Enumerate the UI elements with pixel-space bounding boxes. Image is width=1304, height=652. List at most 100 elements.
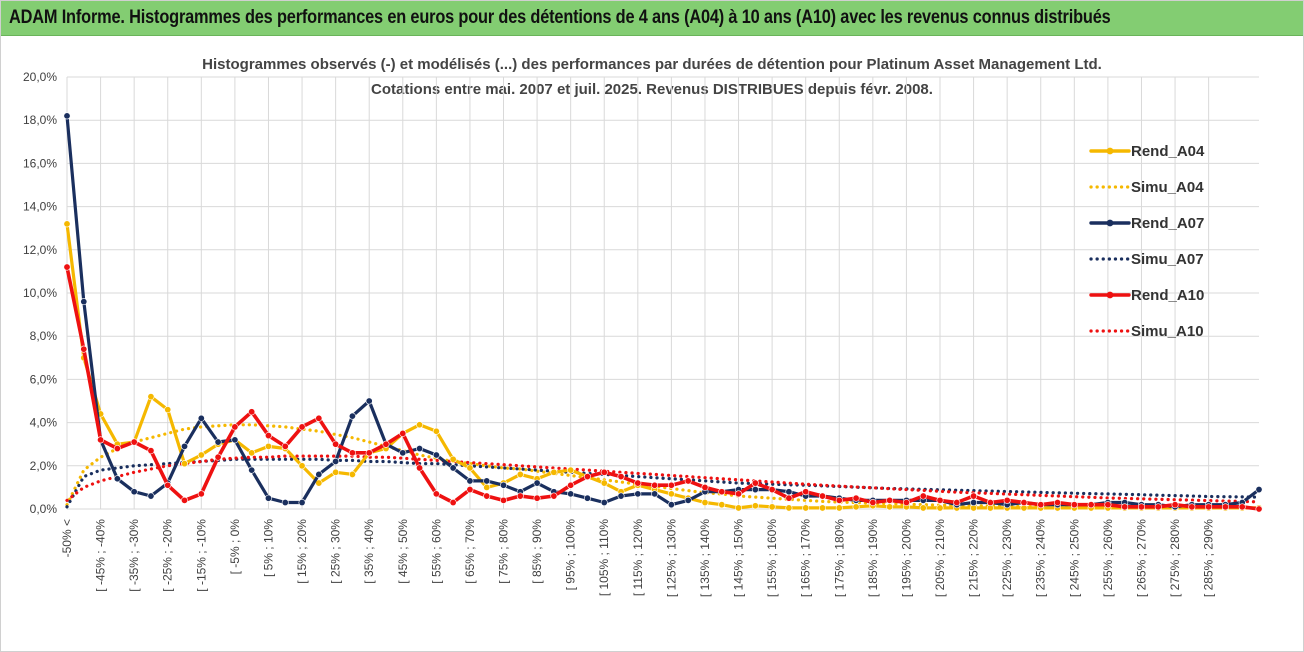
data-point-rend-a10 <box>751 479 759 487</box>
data-point-rend-a04 <box>567 466 575 474</box>
y-tick-label: 10,0% <box>23 286 57 300</box>
x-tick-label: [ 5% ; 10% <box>261 519 275 577</box>
legend-label-simu-a07: Simu_A07 <box>1131 251 1204 268</box>
y-tick-label: 8,0% <box>30 329 58 343</box>
data-point-rend-a10 <box>315 414 323 422</box>
y-tick-label: 2,0% <box>30 459 58 473</box>
data-point-rend-a10 <box>802 488 810 496</box>
data-point-rend-a07 <box>600 499 608 507</box>
x-tick-label: [ 45% ; 50% <box>396 519 410 584</box>
data-point-rend-a10 <box>500 496 508 504</box>
data-point-rend-a04 <box>63 220 71 228</box>
x-tick-label: [ 85% ; 90% <box>530 519 544 584</box>
data-point-rend-a07 <box>147 492 155 500</box>
data-point-rend-a10 <box>1255 505 1263 513</box>
report-header: ADAM Informe. Histogrammes des performan… <box>1 1 1303 36</box>
data-point-rend-a07 <box>248 466 256 474</box>
data-point-rend-a10 <box>718 488 726 496</box>
data-point-rend-a07 <box>231 436 239 444</box>
data-point-rend-a10 <box>550 492 558 500</box>
data-point-rend-a10 <box>113 445 121 453</box>
data-point-rend-a10 <box>332 440 340 448</box>
data-point-rend-a04 <box>248 449 256 457</box>
x-tick-label: [ 135% ; 140% <box>698 519 712 597</box>
series-line-simu-a10 <box>65 454 1261 504</box>
data-point-rend-a04 <box>718 501 726 509</box>
y-tick-label: 12,0% <box>23 243 57 257</box>
data-point-rend-a10 <box>1238 503 1246 511</box>
y-tick-label: 4,0% <box>30 416 58 430</box>
data-point-rend-a10 <box>1087 501 1095 509</box>
data-point-rend-a04 <box>768 503 776 511</box>
data-point-rend-a10 <box>567 481 575 489</box>
data-point-rend-a10 <box>886 496 894 504</box>
series-line-simu-a07 <box>65 457 1261 509</box>
data-point-rend-a10 <box>651 481 659 489</box>
data-point-rend-a10 <box>399 429 407 437</box>
data-point-rend-a10 <box>231 423 239 431</box>
data-point-rend-a10 <box>919 492 927 500</box>
y-tick-label: 18,0% <box>23 113 57 127</box>
data-point-rend-a07 <box>416 445 424 453</box>
legend-marker <box>1106 147 1114 155</box>
x-tick-label: [ 125% ; 130% <box>664 519 678 597</box>
data-point-rend-a10 <box>382 440 390 448</box>
data-point-rend-a07 <box>466 477 474 485</box>
data-point-rend-a10 <box>214 453 222 461</box>
data-point-rend-a10 <box>1205 503 1213 511</box>
data-point-rend-a04 <box>466 464 474 472</box>
data-point-rend-a04 <box>348 470 356 478</box>
data-point-rend-a10 <box>953 499 961 507</box>
series-line-simu-a04 <box>65 423 1261 510</box>
data-point-rend-a04 <box>432 427 440 435</box>
data-point-rend-a10 <box>181 496 189 504</box>
data-point-rend-a10 <box>147 447 155 455</box>
data-point-rend-a10 <box>1070 501 1078 509</box>
x-tick-label: [ 65% ; 70% <box>463 519 477 584</box>
data-point-rend-a07 <box>432 451 440 459</box>
data-point-rend-a10 <box>197 490 205 498</box>
report-title: ADAM Informe. Histogrammes des performan… <box>9 7 1111 28</box>
data-point-rend-a10 <box>416 464 424 472</box>
data-point-rend-a04 <box>600 479 608 487</box>
data-point-rend-a04 <box>919 504 927 512</box>
x-tick-label: [ 235% ; 240% <box>1034 519 1048 597</box>
data-point-rend-a10 <box>869 499 877 507</box>
data-point-rend-a10 <box>835 496 843 504</box>
x-tick-label: [ 155% ; 160% <box>765 519 779 597</box>
x-tick-label: [ 105% ; 110% <box>597 519 611 596</box>
data-point-rend-a10 <box>768 486 776 494</box>
data-point-rend-a07 <box>113 475 121 483</box>
data-point-rend-a04 <box>550 468 558 476</box>
data-point-rend-a04 <box>449 455 457 463</box>
data-point-rend-a04 <box>751 502 759 510</box>
y-tick-label: 6,0% <box>30 372 58 386</box>
x-tick-label: [ 35% ; 40% <box>362 519 376 584</box>
data-point-rend-a07 <box>651 490 659 498</box>
data-point-rend-a07 <box>1255 486 1263 494</box>
data-point-rend-a04 <box>835 504 843 512</box>
data-point-rend-a07 <box>130 488 138 496</box>
data-point-rend-a10 <box>785 494 793 502</box>
x-tick-label: [ -35% ; -30% <box>127 519 141 592</box>
data-point-rend-a07 <box>667 501 675 509</box>
data-point-rend-a07 <box>181 442 189 450</box>
data-point-rend-a10 <box>298 423 306 431</box>
legend-marker <box>1106 219 1114 227</box>
data-point-rend-a10 <box>1054 499 1062 507</box>
legend-label-rend-a04: Rend_A04 <box>1131 143 1205 160</box>
x-tick-label: -50% < <box>60 519 74 557</box>
data-point-rend-a07 <box>264 494 272 502</box>
legend-label-simu-a04: Simu_A04 <box>1131 179 1204 196</box>
data-point-rend-a10 <box>516 492 524 500</box>
data-point-rend-a07 <box>483 477 491 485</box>
data-point-rend-a04 <box>667 490 675 498</box>
x-tick-label: [ 285% ; 290% <box>1202 519 1216 597</box>
data-point-rend-a10 <box>80 345 88 353</box>
data-point-rend-a10 <box>667 481 675 489</box>
data-point-rend-a07 <box>500 481 508 489</box>
data-point-rend-a04 <box>181 460 189 468</box>
data-point-rend-a07 <box>298 499 306 507</box>
data-point-rend-a10 <box>1221 503 1229 511</box>
